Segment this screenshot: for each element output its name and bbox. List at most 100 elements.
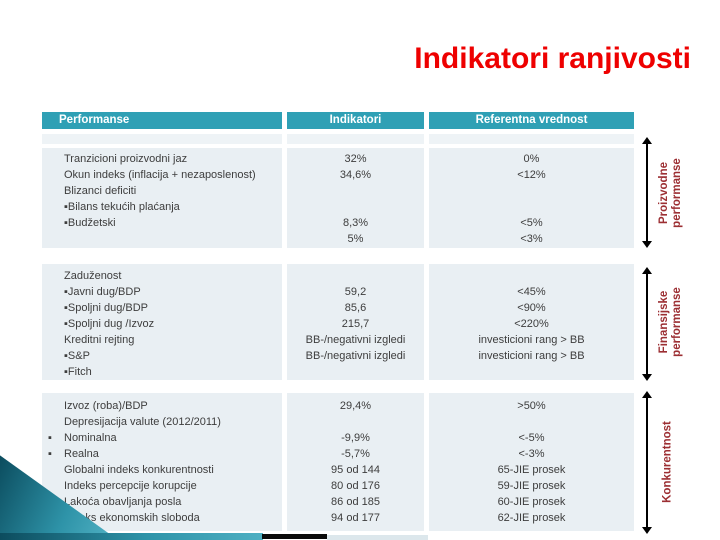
- group-label-line: Proizvodne: [658, 162, 670, 224]
- group-label-line: Finansijske: [658, 290, 670, 354]
- row-label: Blizanci deficiti: [64, 185, 137, 197]
- reference-value: <5%: [520, 217, 543, 229]
- reference-value: <220%: [514, 318, 549, 330]
- reference-value: <3%: [520, 233, 543, 245]
- indicator-value: 215,7: [341, 318, 370, 330]
- row-label: Izvoz (roba)/BDP: [64, 400, 148, 412]
- group-label-line: performanse: [671, 287, 683, 357]
- indicator-value: 29,4%: [339, 400, 372, 412]
- row-label: [64, 231, 282, 247]
- row-label: Zaduženost: [64, 270, 122, 282]
- indicator-value: [287, 183, 424, 199]
- table-spacer-row: [42, 134, 634, 144]
- indicator-value: -5,7%: [341, 448, 370, 460]
- row-label-text: Nominalna: [64, 432, 117, 444]
- row-label: Tranzicioni proizvodni jaz: [64, 153, 188, 165]
- row-label: ▪Budžetski: [64, 217, 116, 229]
- row-label: Kreditni rejting: [64, 334, 135, 346]
- row-label: Okun indeks (inflacija + nezaposlenost): [64, 169, 256, 181]
- reference-value: <-3%: [518, 448, 545, 460]
- labels-column: Zaduženost ▪Javni dug/BDP ▪Spoljni dug/B…: [42, 264, 282, 380]
- column-header-referentna-vrednost: Referentna vrednost: [429, 112, 634, 129]
- table-block-konkurentnost: Izvoz (roba)/BDP Depresijacija valute (2…: [42, 393, 634, 531]
- range-arrow-finansijske: [641, 267, 652, 381]
- table-header-row: Performanse Indikatori Referentna vredno…: [42, 112, 634, 129]
- row-label: Indeks ekonomskih sloboda: [64, 512, 200, 524]
- range-arrow-konkurentnost: [641, 391, 652, 534]
- reference-value: 65-JIE prosek: [497, 464, 566, 476]
- row-label: Depresijacija valute (2012/2011): [64, 416, 221, 428]
- indicator-value: 85,6: [344, 302, 367, 314]
- indicator-column: 59,2 85,6 215,7 BB-/negativni izgledi BB…: [287, 264, 424, 380]
- group-label-proizvodne-performanse: Proizvodne performanse: [658, 158, 684, 228]
- indicator-value: -9,9%: [341, 432, 370, 444]
- bottom-bar-light: [327, 535, 428, 540]
- group-label-line: Konkurentnost: [661, 421, 674, 503]
- reference-value: investicioni rang > BB: [478, 334, 585, 346]
- reference-value: [429, 199, 634, 215]
- table-block-finansijske: Zaduženost ▪Javni dug/BDP ▪Spoljni dug/B…: [42, 264, 634, 380]
- group-label-konkurentnost: Konkurentnost: [662, 421, 675, 503]
- indicator-value: [287, 364, 424, 380]
- reference-value: <-5%: [518, 432, 545, 444]
- row-label: ▪Javni dug/BDP: [64, 286, 141, 298]
- group-label-finansijske-performanse: Finansijske performanse: [658, 287, 684, 357]
- page-title: Indikatori ranjivosti: [414, 42, 691, 75]
- spacer-cell: [287, 134, 424, 144]
- bullet-icon: ▪: [48, 448, 52, 460]
- labels-column: Izvoz (roba)/BDP Depresijacija valute (2…: [42, 393, 282, 531]
- row-label: ▪ Nominalna: [48, 430, 282, 446]
- spacer-cell: [429, 134, 634, 144]
- row-label: Indeks percepcije korupcije: [64, 480, 197, 492]
- indicator-value: 80 od 176: [331, 480, 380, 492]
- row-label-text: Realna: [64, 448, 99, 460]
- column-header-indikatori: Indikatori: [287, 112, 424, 129]
- reference-value: 0%: [523, 153, 540, 165]
- reference-value: [429, 183, 634, 199]
- bottom-bar-black: [262, 534, 327, 539]
- reference-value: <45%: [517, 286, 546, 298]
- indicator-value: 59,2: [344, 286, 367, 298]
- reference-value: 59-JIE prosek: [497, 480, 566, 492]
- indicator-value: 5%: [347, 233, 364, 245]
- reference-value: [429, 364, 634, 380]
- row-label: ▪Bilans tekućih plaćanja: [64, 201, 180, 213]
- bottom-bar-teal: [0, 533, 263, 540]
- indicator-value: BB-/negativni izgledi: [305, 334, 406, 346]
- indicator-column: 29,4% -9,9% -5,7% 95 od 144 80 od 176 86…: [287, 393, 424, 531]
- indicator-column: 32% 34,6% 8,3% 5%: [287, 148, 424, 248]
- indicator-value: 32%: [344, 153, 367, 165]
- labels-column: Tranzicioni proizvodni jaz Okun indeks (…: [42, 148, 282, 248]
- range-arrow-proizvodne: [641, 137, 652, 248]
- row-label: Globalni indeks konkurentnosti: [64, 464, 214, 476]
- reference-column: 0% <12% <5% <3%: [429, 148, 634, 248]
- reference-value: [429, 414, 634, 430]
- bullet-icon: ▪: [48, 432, 52, 444]
- row-label: ▪S&P: [64, 350, 90, 362]
- indicator-value: BB-/negativni izgledi: [305, 350, 406, 362]
- reference-value: >50%: [517, 400, 546, 412]
- indicator-value: 95 od 144: [331, 464, 380, 476]
- column-header-performanse: Performanse: [42, 112, 282, 129]
- table-block-proizvodne: Tranzicioni proizvodni jaz Okun indeks (…: [42, 148, 634, 248]
- indicator-value: 8,3%: [342, 217, 369, 229]
- row-label: ▪ Realna: [48, 446, 282, 462]
- indicator-value: 86 od 185: [331, 496, 380, 508]
- reference-value: 60-JIE prosek: [497, 496, 566, 508]
- indicator-value: [287, 414, 424, 430]
- indicator-value: [287, 199, 424, 215]
- group-label-line: performanse: [671, 158, 683, 228]
- row-label: ▪Fitch: [64, 366, 92, 378]
- row-label: ▪Spoljni dug/BDP: [64, 302, 149, 314]
- reference-column: >50% <-5% <-3% 65-JIE prosek 59-JIE pros…: [429, 393, 634, 531]
- indicator-value: 94 od 177: [331, 512, 380, 524]
- indicator-value: 34,6%: [339, 169, 372, 181]
- reference-column: <45% <90% <220% investicioni rang > BB i…: [429, 264, 634, 380]
- reference-value: <90%: [517, 302, 546, 314]
- reference-value: [429, 268, 634, 284]
- row-label: ▪Spoljni dug /Izvoz: [64, 318, 155, 330]
- spacer-cell: [42, 134, 282, 144]
- reference-value: <12%: [517, 169, 546, 181]
- reference-value: 62-JIE prosek: [497, 512, 566, 524]
